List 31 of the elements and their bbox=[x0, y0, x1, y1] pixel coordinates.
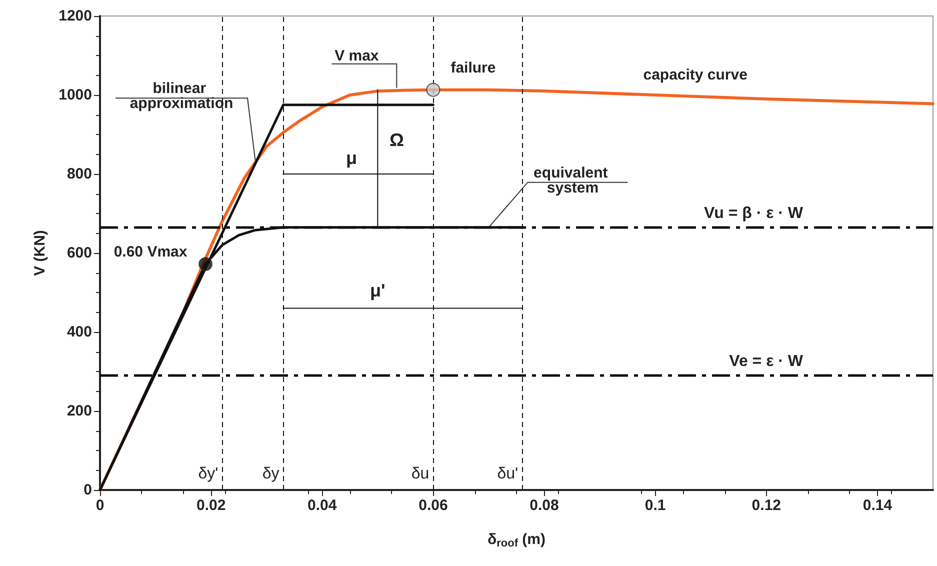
y-tick-label: 1000 bbox=[58, 86, 92, 104]
y-axis-title: V (KN) bbox=[32, 230, 49, 276]
annotation: V max bbox=[334, 47, 380, 64]
y-tick-label: 1200 bbox=[58, 8, 92, 24]
annotation: failure bbox=[450, 59, 496, 76]
x-tick-label: 0.12 bbox=[752, 497, 781, 514]
x-tick-label: 0.02 bbox=[196, 497, 226, 514]
x-tick-label: 0 bbox=[96, 497, 104, 514]
annotation: capacity curve bbox=[643, 66, 748, 84]
x-tick-label: 0.1 bbox=[644, 497, 666, 514]
y-tick-label: 800 bbox=[66, 166, 92, 182]
annotation: bilinear approximation bbox=[130, 80, 234, 112]
y-tick-label: 400 bbox=[66, 324, 92, 340]
annotation: Ω bbox=[389, 130, 404, 150]
y-tick-label: 0 bbox=[84, 482, 92, 498]
ref-line-label: Ve = ε · W bbox=[729, 352, 804, 370]
y-tick-label: 200 bbox=[66, 402, 92, 420]
x-tick-label: 0.06 bbox=[418, 497, 448, 514]
x-tick-label: 0.04 bbox=[308, 497, 338, 514]
ref-line-label: δu' bbox=[497, 466, 518, 482]
x-tick-label: 0.08 bbox=[530, 497, 559, 514]
ref-line-label: δy bbox=[262, 466, 280, 482]
y-tick-label: 600 bbox=[66, 244, 92, 262]
x-tick-label: 0.14 bbox=[862, 497, 893, 514]
ref-line-label: Vu = β · ε · W bbox=[704, 204, 804, 222]
ref-line-label: δu bbox=[411, 466, 430, 482]
annotation: μ' bbox=[370, 280, 386, 300]
annotation: 0.60 Vmax bbox=[114, 244, 188, 261]
annotation: μ bbox=[346, 148, 357, 168]
annotation: equivalent system bbox=[534, 164, 612, 196]
ref-line-label: δy' bbox=[198, 466, 218, 482]
